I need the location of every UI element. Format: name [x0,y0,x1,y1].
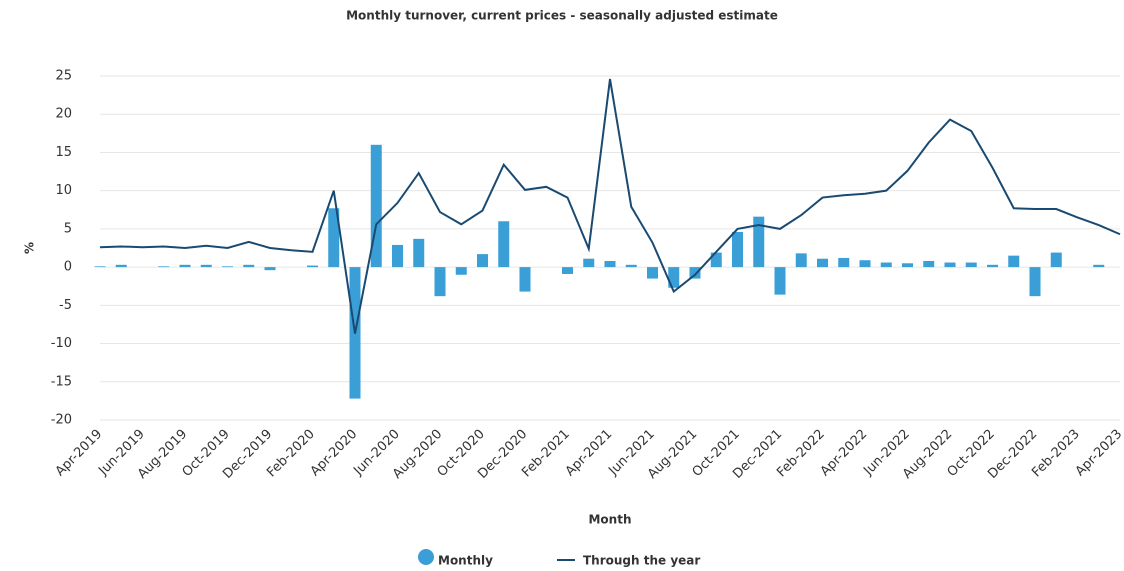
bar [200,264,212,268]
bar [668,267,680,288]
bar [370,144,382,268]
bar [902,263,913,268]
x-tick-label: Apr-2021 [563,427,616,480]
bar [264,267,276,271]
bar [1093,264,1105,268]
x-tick-label: Apr-2020 [308,427,361,480]
bar [115,264,127,268]
bar [965,262,977,268]
x-tick-label: Apr-2023 [1073,427,1124,480]
bar [307,265,318,268]
chart-title: Monthly turnover, current prices - seaso… [346,9,778,23]
bar [647,267,658,279]
bar [434,267,446,297]
bar [158,266,170,268]
bar [477,254,488,268]
x-axis-title: Month [588,513,631,527]
line [99,78,1121,334]
bar [795,253,807,268]
bar [689,267,701,279]
bar [987,264,998,268]
bar [583,258,595,268]
bar [328,208,340,268]
bar [413,238,425,268]
y-tick-label: 15 [55,145,72,160]
bar [1008,255,1020,268]
legend-label: Through the year [583,554,700,568]
bar [243,264,255,268]
bar [562,267,573,274]
y-tick-label: -15 [51,374,72,389]
bar [817,258,828,268]
x-tick-label: Apr-2019 [53,427,106,480]
bar [923,260,935,268]
bar [498,221,510,268]
bar [1029,267,1041,297]
y-tick-label: -5 [59,298,72,313]
bar [519,267,531,292]
x-tick-label: Apr-2022 [818,427,871,480]
bar [838,257,850,268]
legend-marker [418,549,434,565]
bar [753,216,765,268]
bar [604,260,616,268]
y-tick-label: 5 [64,221,72,236]
bar [880,262,892,268]
bar [222,266,233,268]
bar [1050,252,1062,268]
bar [392,244,403,268]
bar [774,267,786,295]
bar [94,266,106,268]
y-tick-label: 0 [64,260,72,275]
bar [710,252,722,268]
y-axis-title: % [23,242,37,254]
y-tick-label: -20 [51,413,72,428]
bar [179,264,191,268]
y-tick-label: 20 [55,107,72,122]
bar [944,262,956,268]
y-tick-label: 25 [55,69,72,84]
bar [625,264,637,268]
bar [455,267,467,275]
legend-label: Monthly [438,554,493,568]
y-tick-label: 10 [55,183,72,198]
y-tick-label: -10 [51,336,72,351]
bar [732,231,743,268]
bar [859,260,871,268]
